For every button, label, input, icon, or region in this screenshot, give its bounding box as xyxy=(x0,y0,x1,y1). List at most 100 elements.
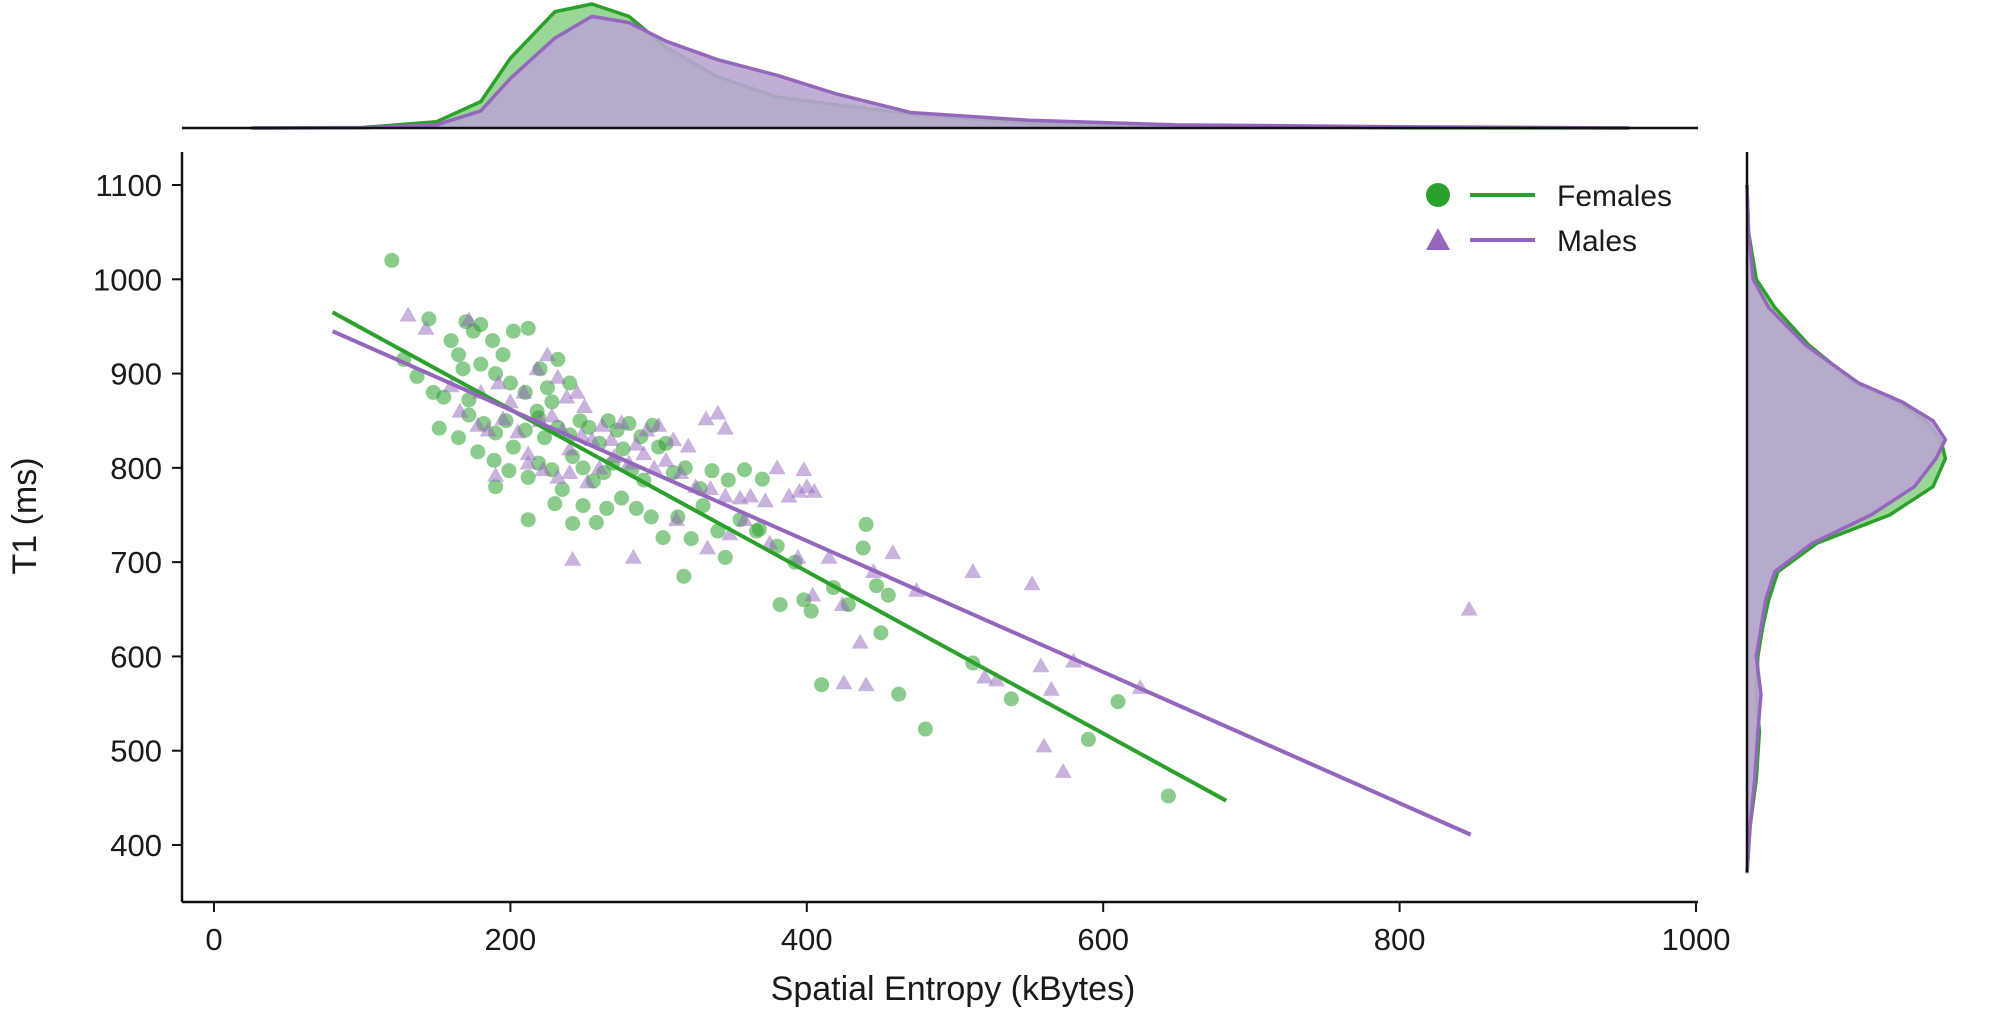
data-point-females xyxy=(717,549,733,565)
data-point-females xyxy=(880,587,896,603)
data-point-males xyxy=(709,404,727,420)
data-point-males xyxy=(833,596,851,611)
data-point-females xyxy=(710,523,726,539)
data-point-males xyxy=(1460,600,1478,616)
x-tick-label: 800 xyxy=(1374,922,1426,957)
data-point-males xyxy=(543,407,561,423)
data-point-males xyxy=(768,459,786,475)
data-point-females xyxy=(520,320,536,336)
data-point-males xyxy=(857,676,875,692)
data-point-males xyxy=(613,414,631,429)
data-point-males xyxy=(538,346,556,362)
data-point-males xyxy=(741,487,759,503)
data-point-males xyxy=(602,431,620,446)
data-point-males xyxy=(657,451,675,467)
data-point-males xyxy=(780,487,798,503)
top-kde-line-females xyxy=(251,2,1630,130)
data-point-females xyxy=(486,452,502,468)
x-axis-title: Spatial Entropy (kBytes) xyxy=(771,970,1136,1008)
data-point-males xyxy=(650,416,668,432)
legend-label-males: Males xyxy=(1557,225,1637,258)
data-point-females xyxy=(643,509,659,525)
data-point-males xyxy=(519,445,537,461)
data-point-males xyxy=(672,464,690,479)
data-point-females xyxy=(544,394,560,410)
data-point-males xyxy=(627,435,645,451)
data-point-females xyxy=(431,420,447,436)
data-point-females xyxy=(720,472,736,488)
data-point-females xyxy=(473,356,489,372)
data-point-males xyxy=(490,374,508,390)
data-point-males xyxy=(1054,762,1072,778)
data-point-females xyxy=(655,530,671,546)
data-point-females xyxy=(581,419,597,435)
data-point-females xyxy=(754,471,770,487)
data-point-females xyxy=(501,463,517,479)
data-point-females xyxy=(695,498,711,514)
data-point-females xyxy=(588,515,604,531)
data-point-females xyxy=(683,531,699,547)
data-point-males xyxy=(804,586,822,602)
y-tick-label: 1100 xyxy=(95,168,162,203)
data-point-females xyxy=(1160,788,1176,804)
x-tick-label: 200 xyxy=(485,922,537,957)
data-point-males xyxy=(716,419,734,435)
data-point-males xyxy=(399,306,417,322)
x-tick-label: 600 xyxy=(1077,922,1129,957)
data-point-females xyxy=(443,333,459,349)
data-point-females xyxy=(451,430,467,446)
data-point-males xyxy=(549,368,567,384)
data-point-females xyxy=(651,439,667,455)
top-kde-fill-females xyxy=(251,4,1630,128)
data-point-females xyxy=(891,686,907,702)
data-point-females xyxy=(505,323,521,339)
data-point-males xyxy=(1042,680,1060,696)
regression-line-males xyxy=(331,329,1472,837)
data-point-males xyxy=(790,482,808,498)
data-point-males xyxy=(789,548,807,564)
data-point-males xyxy=(519,454,537,470)
right-kde-line-males xyxy=(1745,184,1948,874)
data-point-males xyxy=(564,550,582,566)
data-point-females xyxy=(803,603,819,619)
data-point-females xyxy=(470,444,486,460)
data-point-females xyxy=(488,479,504,495)
data-point-females xyxy=(575,498,591,514)
data-point-males xyxy=(716,487,734,503)
x-tick-label: 400 xyxy=(781,922,833,957)
data-point-females xyxy=(873,625,889,641)
data-point-males xyxy=(487,466,505,482)
data-point-females xyxy=(485,333,501,349)
data-point-males xyxy=(479,421,497,437)
y-tick-label: 1000 xyxy=(93,262,162,297)
data-point-males xyxy=(964,563,982,578)
data-point-males xyxy=(635,445,653,461)
y-tick-label: 500 xyxy=(110,734,162,769)
data-point-males xyxy=(509,423,527,439)
data-point-males xyxy=(1023,575,1041,591)
regression-line-females xyxy=(331,310,1228,803)
legend-label-females: Females xyxy=(1557,180,1672,213)
data-point-females xyxy=(547,496,563,512)
data-point-males xyxy=(593,416,611,432)
data-point-females xyxy=(615,441,631,457)
data-point-females xyxy=(1003,691,1019,707)
data-point-females xyxy=(748,523,764,539)
data-point-females xyxy=(455,361,471,377)
data-point-females xyxy=(628,500,644,516)
data-point-females xyxy=(704,463,720,479)
data-point-females xyxy=(858,516,874,532)
data-point-males xyxy=(558,388,576,404)
data-point-males xyxy=(515,383,533,399)
data-point-females xyxy=(495,347,511,363)
data-point-females xyxy=(917,721,933,737)
data-point-males xyxy=(590,459,608,475)
data-point-males xyxy=(805,482,823,498)
data-point-females xyxy=(436,389,452,405)
data-point-males xyxy=(736,511,754,527)
legend: Females Males xyxy=(1426,180,1672,258)
right-kde-fill-males xyxy=(1747,185,1946,874)
data-point-females xyxy=(737,462,753,478)
data-point-males xyxy=(568,383,586,399)
